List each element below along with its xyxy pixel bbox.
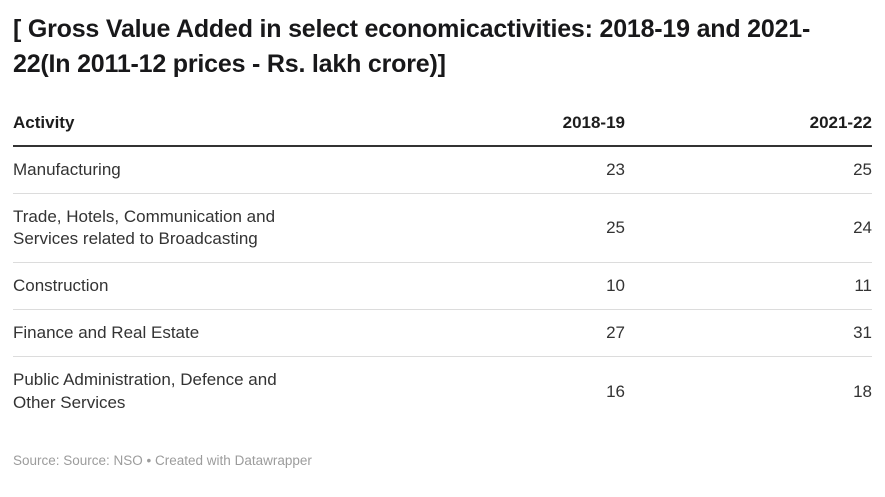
activity-label: Public Administration, Defence and Other…: [13, 370, 277, 412]
table-row: Manufacturing 23 25: [13, 146, 872, 195]
activity-cell: Public Administration, Defence and Other…: [13, 357, 378, 426]
value-cell-2018-19: 10: [378, 262, 625, 311]
column-header-activity: Activity: [13, 105, 378, 147]
activity-label: Construction: [13, 276, 109, 296]
activity-cell: Manufacturing: [13, 146, 378, 195]
column-header-2021-22: 2021-22: [625, 105, 872, 147]
value-cell-2018-19: 27: [378, 309, 625, 358]
data-table: Activity 2018-19 2021-22 Manufacturing 2…: [13, 105, 872, 426]
activity-label: Finance and Real Estate: [13, 323, 200, 343]
activity-label: Manufacturing: [13, 160, 121, 179]
value-cell-2021-22: 11: [625, 262, 872, 311]
chart-title: [ Gross Value Added in select economicac…: [13, 15, 811, 78]
table-row: Finance and Real Estate 27 31: [13, 309, 872, 358]
value-cell-2021-22: 25: [625, 146, 872, 195]
value-cell-2021-22: 24: [625, 193, 872, 264]
table-row: Public Administration, Defence and Other…: [13, 357, 872, 426]
activity-cell: Trade, Hotels, Communication and Service…: [13, 193, 378, 264]
table-row: Trade, Hotels, Communication and Service…: [13, 193, 872, 264]
activity-cell: Finance and Real Estate: [13, 309, 378, 358]
table-row: Construction 10 11: [13, 262, 872, 311]
activity-cell: Construction: [13, 262, 378, 311]
column-header-2018-19: 2018-19: [378, 105, 625, 147]
value-cell-2018-19: 16: [606, 381, 625, 401]
value-cell-2021-22: 18: [853, 381, 872, 401]
activity-label: Trade, Hotels, Communication and Service…: [13, 207, 276, 249]
value-cell-2018-19: 23: [378, 146, 625, 195]
datawrapper-table-chart: [ Gross Value Added in select economicac…: [13, 15, 872, 468]
value-cell-2021-22: 31: [625, 309, 872, 358]
header-row: Activity 2018-19 2021-22: [13, 105, 872, 147]
value-cell-2018-19: 25: [378, 193, 625, 264]
source-attribution: Source: Source: NSO • Created with Dataw…: [13, 452, 312, 468]
